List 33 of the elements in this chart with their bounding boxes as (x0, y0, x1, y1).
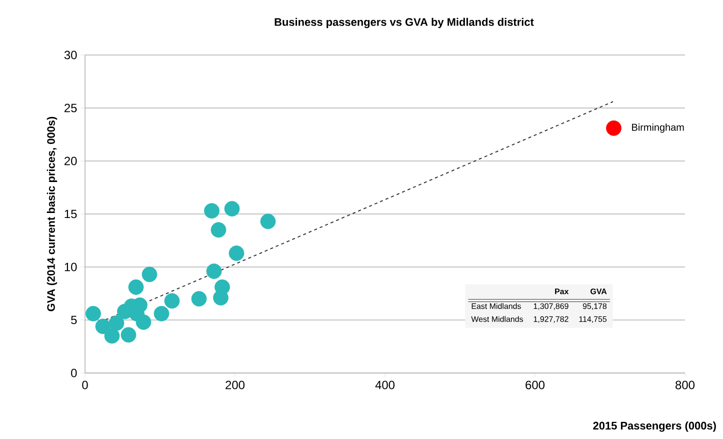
y-tick-label: 10 (64, 262, 77, 272)
series-label: Birmingham (632, 123, 684, 133)
point (606, 120, 622, 136)
x-tick-label: 400 (375, 380, 395, 390)
point (95, 318, 111, 334)
point (108, 315, 124, 331)
y-tick-label: 30 (64, 50, 77, 60)
point (210, 222, 226, 238)
point (142, 266, 158, 282)
point (204, 203, 220, 219)
y-tick-label: 20 (64, 156, 77, 166)
point (213, 290, 228, 306)
point (120, 327, 136, 343)
point (191, 291, 207, 306)
point (128, 279, 144, 295)
y-tick-label: 5 (71, 316, 77, 324)
y-tick-label: 25 (64, 104, 77, 112)
x-tick-label: 600 (526, 380, 545, 390)
point (206, 264, 222, 279)
point (164, 293, 180, 309)
point (86, 306, 101, 322)
y-tick-label: 0 (71, 368, 77, 378)
point (154, 306, 170, 322)
x-tick-label: 800 (676, 380, 695, 390)
x-tick-label: 0 (82, 380, 88, 390)
point (224, 200, 240, 216)
chart-title: Business passengers vs GVA by Midlands district (274, 18, 534, 28)
point (228, 246, 244, 261)
y-tick-label: 15 (64, 210, 77, 218)
y-axis-title: GVA (2014 current basic prices, 000s) (46, 116, 58, 312)
point (260, 214, 276, 230)
x-axis-title: 2015 Passengers (000s) (593, 422, 716, 432)
x-tick-label: 200 (226, 380, 245, 390)
